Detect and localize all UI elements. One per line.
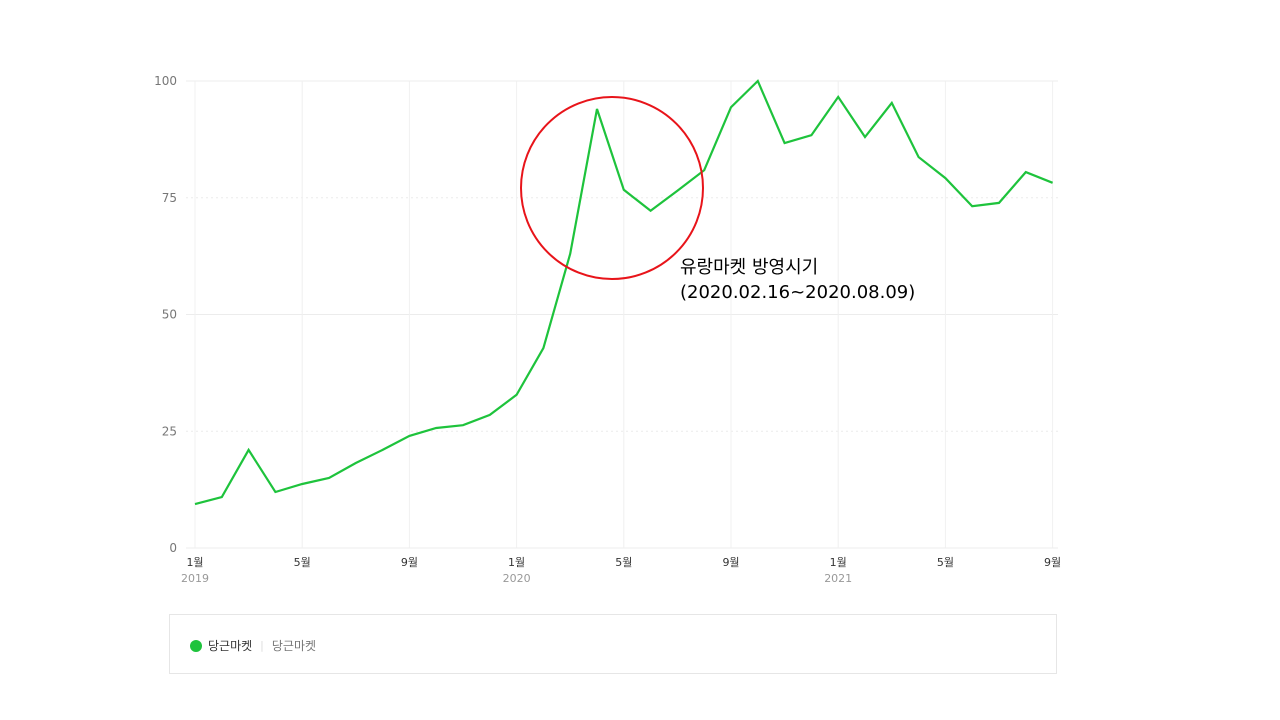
- x-tick-month: 1월: [508, 556, 525, 569]
- x-tick-month: 5월: [937, 556, 954, 569]
- x-tick-year: 2019: [181, 572, 209, 585]
- y-tick-label: 75: [162, 191, 177, 205]
- legend-item[interactable]: 당근마켓 | 당근마켓: [190, 637, 316, 654]
- x-tick-month: 5월: [294, 556, 311, 569]
- y-tick-label: 50: [162, 308, 177, 322]
- x-tick-year: 2020: [503, 572, 531, 585]
- annotation-label: 유랑마켓 방영시기 (2020.02.16~2020.08.09): [680, 255, 915, 305]
- legend: 당근마켓 | 당근마켓: [169, 614, 1057, 674]
- x-tick-month: 1월: [830, 556, 847, 569]
- annotation-dates: (2020.02.16~2020.08.09): [680, 282, 916, 303]
- annotation-circle: [520, 96, 704, 280]
- legend-dot-icon: [190, 639, 202, 652]
- x-tick-month: 9월: [1044, 556, 1061, 569]
- series-line-danggeun-market: [194, 79, 1054, 506]
- x-tick-month: 5월: [615, 556, 632, 569]
- y-tick-label: 25: [162, 424, 177, 438]
- x-tick-year: 2021: [824, 572, 852, 585]
- x-tick-month: 9월: [722, 556, 739, 569]
- y-tick-label: 0: [169, 541, 177, 555]
- x-tick-month: 1월: [186, 556, 203, 569]
- legend-separator: |: [260, 639, 264, 652]
- y-tick-label: 100: [154, 74, 177, 88]
- y-axis: 0 25 50 75 100: [154, 74, 177, 555]
- chart-grid: [186, 80, 1058, 549]
- x-axis: 1월 2019 5월 9월 1월 2020 5월 9월 1월 2021 5월 9월: [181, 556, 1061, 585]
- legend-series-name: 당근마켓: [208, 639, 253, 653]
- legend-series-keyword: 당근마켓: [271, 639, 317, 653]
- annotation-title: 유랑마켓 방영시기: [680, 257, 819, 278]
- x-tick-month: 9월: [401, 556, 418, 569]
